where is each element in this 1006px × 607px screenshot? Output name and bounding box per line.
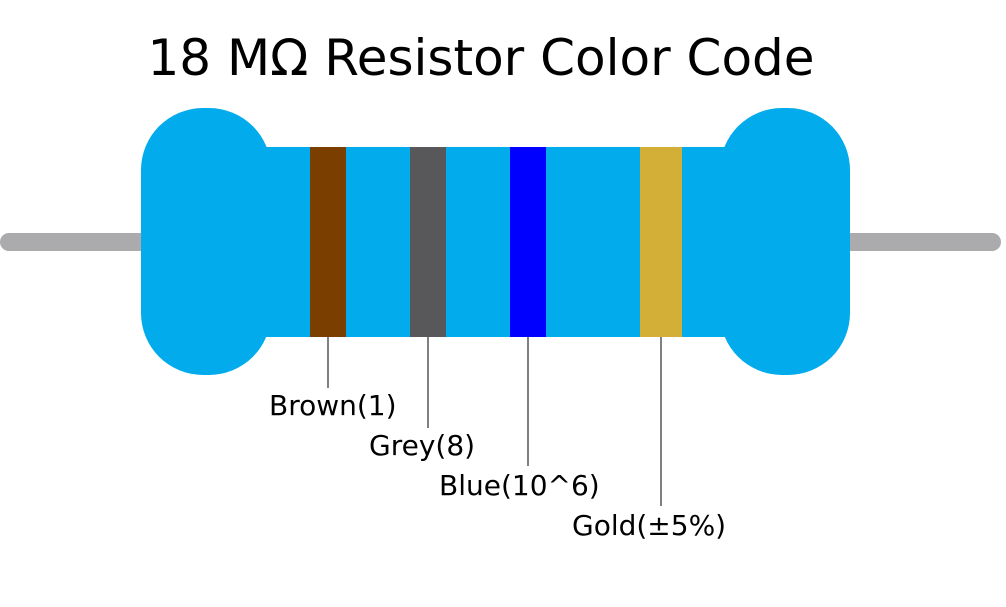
page-title: 18 MΩ Resistor Color Code bbox=[147, 29, 815, 87]
band-grey bbox=[410, 147, 446, 337]
resistor-body bbox=[141, 108, 850, 375]
band-gold bbox=[640, 147, 682, 337]
body-middle bbox=[225, 147, 765, 337]
band-label-gold: Gold(±5%) bbox=[572, 509, 726, 542]
band-brown bbox=[310, 147, 346, 337]
band-blue bbox=[510, 147, 546, 337]
band-label-grey: Grey(8) bbox=[369, 429, 475, 462]
band-label-brown: Brown(1) bbox=[269, 389, 397, 422]
band-label-blue: Blue(10^6) bbox=[439, 469, 600, 502]
